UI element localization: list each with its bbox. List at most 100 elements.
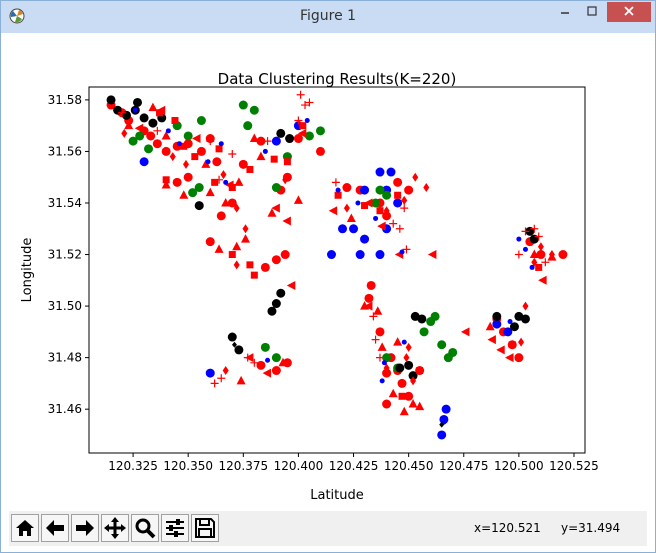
- data-point-red-triangle_left: [225, 180, 234, 190]
- cursor-y-readout: y=31.494: [561, 521, 621, 535]
- save-button[interactable]: [191, 514, 219, 542]
- data-point-green-circle: [371, 198, 381, 208]
- data-point-red-triangle_left: [134, 123, 144, 133]
- data-point-red-circle: [558, 250, 568, 260]
- data-point-red-triangle_up: [124, 120, 134, 130]
- axis-ticks: 120.325 120.350 120.375 120.400 120.425 120.4…: [48, 93, 599, 473]
- data-point-red-triangle_up: [249, 133, 259, 143]
- maximize-button[interactable]: [579, 2, 605, 22]
- data-point-red-plus: [375, 353, 384, 362]
- data-point-black-circle: [267, 306, 277, 316]
- data-point-red-plus: [369, 312, 378, 321]
- data-point-red-square: [376, 207, 384, 215]
- data-point-red-plus: [153, 126, 162, 135]
- navigation-toolbar: x=120.521 y=31.494: [9, 511, 647, 546]
- data-point-red-square: [228, 251, 236, 259]
- data-point-red-diamond: [383, 363, 390, 373]
- title-bar[interactable]: Figure 1: [1, 1, 655, 33]
- data-point-black-circle: [492, 311, 502, 321]
- data-point-red-circle: [280, 250, 290, 260]
- data-point-black-circle: [106, 95, 116, 105]
- data-point-red-plus: [118, 108, 127, 117]
- data-point-red-triangle_up: [179, 190, 189, 199]
- data-point-blue-circle: [503, 327, 513, 337]
- data-point-red-square: [361, 202, 369, 210]
- data-point-red-circle: [375, 327, 385, 337]
- data-point-red-plus: [402, 245, 411, 254]
- data-point-red-square: [156, 109, 164, 117]
- data-point-green-circle: [304, 131, 314, 141]
- data-point-black-circle: [227, 332, 237, 342]
- data-point-red-circle: [382, 399, 392, 409]
- data-point-red-circle: [293, 134, 303, 144]
- data-point-red-triangle_left: [282, 216, 291, 226]
- minimize-button[interactable]: [552, 2, 578, 22]
- configure-subplots-icon: [166, 519, 184, 537]
- data-point-red-circle: [238, 159, 248, 169]
- data-point-black-circle: [404, 360, 414, 370]
- data-point-red-triangle_up: [393, 337, 403, 346]
- plot-area: [106, 90, 568, 440]
- data-point-red-triangle_left: [156, 105, 166, 115]
- data-point-red-square: [246, 165, 254, 173]
- x-tick-label: 120.500: [494, 459, 544, 473]
- data-point-red-triangle_left: [427, 250, 437, 260]
- data-point-blue-circle_small: [223, 179, 229, 185]
- data-point-red-diamond: [531, 257, 538, 267]
- data-point-blue-circle_small: [381, 360, 387, 366]
- x-tick-label: 120.325: [108, 459, 158, 473]
- zoom-button[interactable]: [131, 514, 159, 542]
- data-point-red-diamond: [343, 203, 350, 213]
- data-point-black-circle: [395, 363, 405, 373]
- data-point-red-triangle_up: [256, 151, 266, 161]
- data-point-red-circle: [514, 353, 524, 363]
- home-icon: [16, 520, 34, 536]
- data-point-red-triangle_up: [234, 177, 244, 186]
- data-point-blue-circle: [393, 198, 403, 208]
- data-point-red-triangle_left: [297, 128, 307, 138]
- data-point-red-plus: [331, 178, 340, 187]
- data-point-red-circle: [342, 183, 352, 193]
- data-point-blue-circle: [349, 224, 359, 234]
- data-point-red-triangle_up: [205, 187, 215, 197]
- data-point-blue-circle_small: [265, 357, 271, 363]
- data-point-red-plus: [294, 116, 303, 125]
- x-tick-label: 120.425: [329, 459, 379, 473]
- data-point-red-triangle_left: [271, 203, 280, 213]
- close-button[interactable]: [607, 2, 651, 22]
- data-point-red-circle: [271, 255, 281, 265]
- data-point-red-triangle_up: [377, 342, 387, 351]
- data-point-red-triangle_up: [278, 357, 288, 367]
- home-button[interactable]: [11, 514, 39, 542]
- forward-button[interactable]: [71, 514, 99, 542]
- pan-button[interactable]: [101, 514, 129, 542]
- pan-icon: [104, 517, 126, 539]
- chart-title: Data Clustering Results(K=220): [218, 70, 457, 88]
- data-point-green-circle: [243, 121, 253, 131]
- data-point-blue-circle: [360, 234, 370, 244]
- data-point-red-square: [162, 176, 170, 184]
- back-button[interactable]: [41, 514, 69, 542]
- data-point-red-circle: [397, 378, 407, 388]
- data-point-red-plus: [541, 258, 550, 267]
- data-point-green-circle: [238, 100, 248, 110]
- data-point-red-square: [180, 142, 188, 150]
- data-point-red-square: [394, 191, 402, 199]
- data-point-green-circle: [271, 183, 281, 193]
- data-point-blue-circle: [205, 368, 215, 378]
- data-point-black-diamond_small: [231, 341, 237, 348]
- data-point-blue-circle: [375, 250, 385, 260]
- data-point-red-square: [270, 155, 278, 163]
- data-point-blue-circle_small: [132, 107, 138, 113]
- figure-canvas[interactable]: Data Clustering Results(K=220) 120.325 12…: [9, 33, 647, 511]
- configure-subplots-button[interactable]: [161, 514, 189, 542]
- data-point-red-square: [215, 145, 223, 153]
- x-tick-label: 120.450: [384, 459, 434, 473]
- y-tick-label: 31.56: [48, 144, 82, 158]
- data-point-green-circle: [188, 188, 198, 198]
- data-point-red-circle: [256, 136, 266, 146]
- data-point-blue-circle: [386, 167, 396, 177]
- data-point-blue-circle_small: [516, 236, 522, 242]
- data-point-black-circle: [509, 322, 519, 332]
- x-tick-label: 120.475: [439, 459, 489, 473]
